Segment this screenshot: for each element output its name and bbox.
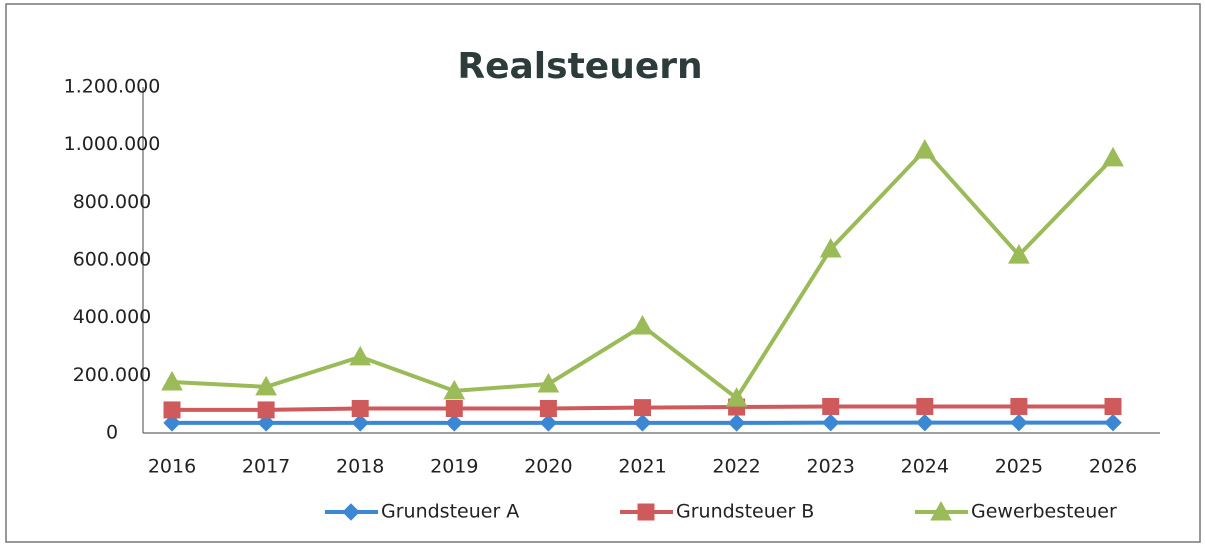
y-tick-label: 800.000 [73, 191, 152, 213]
data-point [1102, 146, 1124, 167]
y-tick-label: 600.000 [73, 249, 152, 271]
x-tick-label: 2016 [148, 456, 196, 478]
data-point [1010, 413, 1028, 432]
data-point [1104, 413, 1122, 432]
data-point [539, 399, 557, 417]
data-point [443, 379, 466, 400]
y-tick-label: 1.000.000 [64, 133, 161, 155]
data-point [916, 413, 934, 432]
data-point [445, 399, 463, 417]
y-tick-label: 0 [106, 422, 118, 444]
data-point [822, 397, 840, 415]
x-tick-label: 2021 [618, 456, 666, 478]
x-tick-label: 2025 [995, 456, 1043, 478]
data-point [819, 238, 842, 258]
data-point [163, 401, 181, 419]
data-point [351, 399, 369, 417]
legend-marker [637, 503, 655, 521]
data-point [163, 414, 181, 432]
legend-marker [342, 503, 360, 521]
data-point [821, 413, 840, 432]
legend-label: Gewerbesteuer [971, 501, 1117, 523]
x-tick-label: 2020 [524, 456, 572, 478]
data-point [634, 399, 651, 417]
data-point [445, 414, 464, 432]
chart-title: Realsteuern [457, 46, 702, 87]
x-tick-label: 2019 [430, 456, 478, 478]
y-tick-label: 400.000 [73, 306, 152, 328]
data-point [539, 414, 558, 432]
legend-marker [930, 500, 952, 521]
data-point [257, 401, 275, 419]
y-tick-label: 200.000 [73, 364, 152, 386]
data-point [727, 414, 746, 432]
x-tick-label: 2023 [807, 456, 855, 478]
x-tick-label: 2022 [712, 456, 760, 478]
data-point [255, 375, 277, 396]
data-point [1008, 244, 1030, 264]
x-tick-label: 2017 [242, 456, 290, 478]
data-point [351, 414, 369, 432]
data-point [537, 372, 560, 393]
data-point [725, 387, 748, 407]
x-tick-label: 2026 [1089, 456, 1137, 478]
x-tick-label: 2018 [336, 456, 384, 478]
data-point [631, 314, 654, 335]
y-tick-label: 1.200.000 [64, 76, 161, 98]
data-point [257, 414, 275, 432]
data-point [1104, 397, 1122, 415]
data-point [1010, 397, 1028, 415]
data-point [349, 345, 372, 366]
data-point [913, 139, 936, 159]
data-point [916, 397, 934, 415]
x-tick-label: 2024 [901, 456, 949, 478]
legend-label: Grundsteuer B [676, 501, 814, 523]
data-point [633, 414, 652, 432]
chart-frame [5, 3, 1201, 543]
legend-label: Grundsteuer A [381, 501, 519, 523]
data-point [161, 370, 183, 391]
